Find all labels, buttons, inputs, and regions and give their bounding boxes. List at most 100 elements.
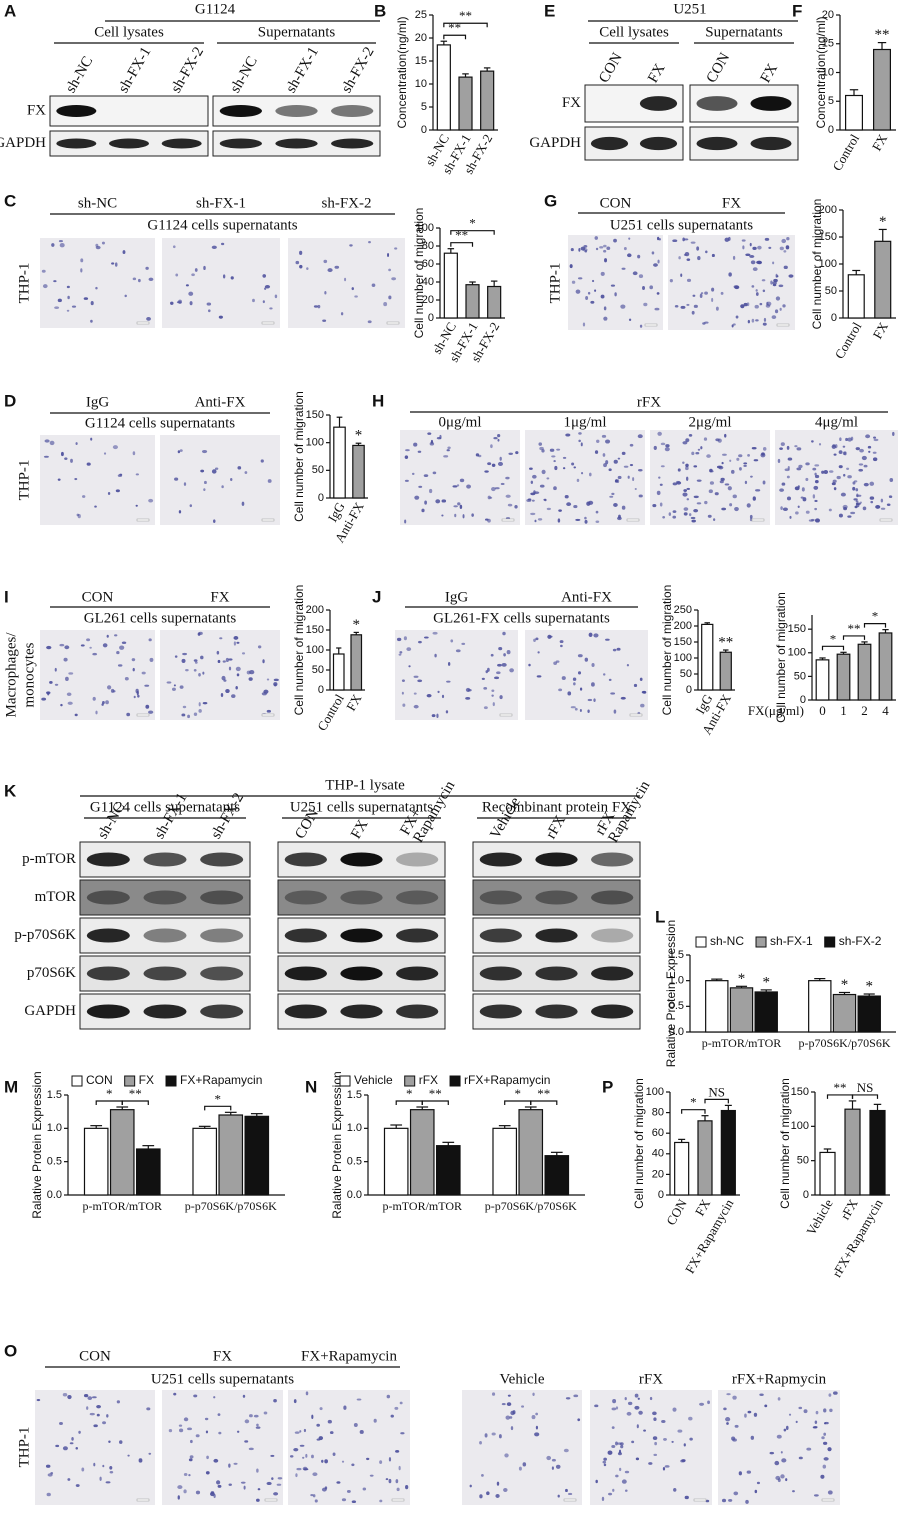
cell xyxy=(600,294,605,299)
band xyxy=(396,928,439,943)
y-axis-title: Ralative Protein Expression xyxy=(30,1071,44,1218)
cell xyxy=(481,1473,484,1477)
row-label: GAPDH xyxy=(0,135,46,151)
band xyxy=(284,852,327,867)
cell xyxy=(497,438,500,442)
cell xyxy=(845,437,848,442)
panel-letter: B xyxy=(374,1,386,20)
micrograph xyxy=(525,630,648,720)
legend-label: rFX+Rapamycin xyxy=(464,1073,550,1087)
cell xyxy=(601,434,607,438)
y-tick-label: 50 xyxy=(825,285,837,297)
cell xyxy=(83,297,89,300)
cell xyxy=(578,248,581,252)
cell xyxy=(260,459,264,463)
cell xyxy=(863,464,868,468)
cell xyxy=(594,289,597,292)
cell xyxy=(179,449,183,452)
band xyxy=(200,852,244,867)
cell xyxy=(46,645,52,650)
cell xyxy=(491,486,496,492)
scale-bar xyxy=(499,713,513,717)
side-label: monocytes xyxy=(21,642,37,707)
cell xyxy=(577,654,583,658)
y-tick-label: 100 xyxy=(791,1120,809,1132)
cell xyxy=(676,481,682,485)
cell xyxy=(743,462,748,465)
cell xyxy=(780,1474,785,1479)
band xyxy=(108,138,150,149)
cell xyxy=(611,1407,617,1411)
cell xyxy=(222,274,226,279)
cell xyxy=(603,316,608,321)
cell xyxy=(624,1470,630,1474)
band xyxy=(639,96,678,111)
cell xyxy=(634,1393,639,1398)
cell xyxy=(853,498,858,501)
cell xyxy=(612,648,617,652)
cell xyxy=(752,267,758,272)
cell xyxy=(101,703,104,706)
cell xyxy=(776,1434,782,1439)
cell xyxy=(575,518,581,521)
cell xyxy=(738,1471,742,1476)
cell xyxy=(462,514,465,519)
cell xyxy=(507,1394,511,1397)
cell xyxy=(101,241,105,245)
cell xyxy=(686,258,691,261)
cell xyxy=(86,1406,89,1410)
cell xyxy=(459,504,463,510)
cell xyxy=(368,240,371,244)
cell xyxy=(270,1454,275,1457)
y-tick-label: 1.0 xyxy=(47,1122,62,1134)
cell xyxy=(649,285,654,290)
cell xyxy=(720,291,724,295)
bar xyxy=(244,1115,270,1196)
cell xyxy=(321,1459,324,1463)
cell xyxy=(762,322,767,326)
cell xyxy=(696,246,700,251)
cell xyxy=(94,505,97,508)
cell xyxy=(750,260,756,265)
cell xyxy=(623,465,629,468)
cell xyxy=(821,470,825,474)
cell xyxy=(41,697,47,701)
cell xyxy=(734,506,739,512)
cell xyxy=(354,295,358,298)
cell xyxy=(657,259,660,264)
cell xyxy=(221,485,224,489)
cell xyxy=(822,1464,827,1469)
significance-bracket xyxy=(863,623,887,628)
cell xyxy=(408,665,411,668)
cell xyxy=(798,464,803,469)
cell xyxy=(313,305,319,308)
cell xyxy=(593,698,596,702)
cell xyxy=(57,478,61,481)
panel-letter: F xyxy=(792,1,802,20)
cell xyxy=(753,459,759,462)
cell xyxy=(406,647,412,652)
cell xyxy=(686,487,691,491)
cell xyxy=(601,1496,605,1502)
cell xyxy=(749,514,753,519)
cell xyxy=(664,447,670,452)
scale-bar xyxy=(136,1498,150,1502)
cell xyxy=(145,704,150,709)
band xyxy=(219,138,262,149)
scale-bar xyxy=(136,518,150,522)
cell xyxy=(181,713,186,717)
cell xyxy=(171,687,176,691)
cell xyxy=(575,289,581,294)
cell xyxy=(673,1487,677,1492)
row-label: FX xyxy=(562,95,581,111)
cell xyxy=(400,1432,405,1435)
y-tick-label: 50 xyxy=(680,668,692,680)
cell xyxy=(683,238,689,241)
x-tick-label: CON xyxy=(663,1196,690,1228)
cell xyxy=(560,644,563,648)
cell xyxy=(838,465,843,469)
cell xyxy=(491,1392,496,1396)
y-axis-title: Cell number of migration xyxy=(292,391,306,522)
cell xyxy=(121,641,127,644)
cell xyxy=(620,696,626,700)
